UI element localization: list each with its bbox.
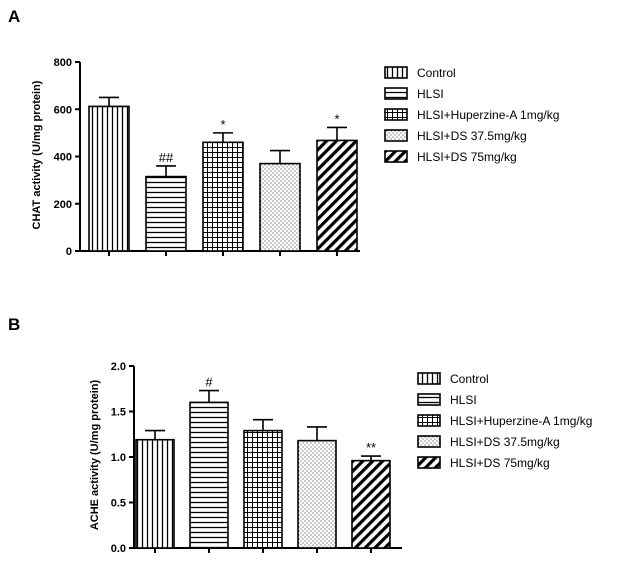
panel-a-y-tick-label: 200 (54, 199, 72, 211)
panel-b: B ACHE activity (U/mg protein) 0.0 0.5 1.0… (8, 315, 592, 555)
panel-a: A CHAT activity (U/mg protein) 0 200 400 60… (8, 7, 559, 258)
panel-b-plot: 0.0 0.5 1.0 1.5 2.0 # ** (111, 361, 402, 555)
panel-a-legend-swatch-4 (384, 129, 408, 142)
panel-a-legend-swatch-1 (384, 66, 408, 79)
panel-b-bar-3 (243, 429, 283, 549)
panel-a-legend-swatch-5 (384, 150, 408, 163)
panel-a-significance-5: * (334, 111, 339, 126)
panel-a-y-tick-label: 400 (54, 152, 72, 164)
panel-a-y-axis-title: CHAT activity (U/mg protein) (31, 80, 43, 229)
panel-b-y-tick-label: 0.5 (111, 498, 126, 510)
panel-b-legend-swatch-5 (417, 456, 441, 469)
panel-a-y-tick-label: 0 (66, 246, 72, 258)
panel-a-bar-5 (316, 139, 358, 252)
panel-b-y-axis-title: ACHE activity (U/mg protein) (89, 379, 101, 530)
panel-a-bar-2 (145, 175, 187, 252)
panel-a-legend-label-2: HLSI (417, 87, 444, 101)
panel-a-plot: 0 200 400 600 800 ## * * (54, 57, 360, 258)
panel-b-significance-2: # (205, 375, 213, 390)
panel-b-legend-label-4: HLSI+DS 37.5mg/kg (450, 435, 560, 449)
panel-b-legend-label-1: Control (450, 372, 489, 386)
panel-a-bar-3 (202, 141, 244, 252)
panel-b-bar-5 (351, 459, 391, 549)
panel-a-bar-1 (88, 105, 130, 252)
panel-a-legend-label-3: HLSI+Huperzine-A 1mg/kg (417, 108, 559, 122)
panel-a-legend-swatch-2 (384, 87, 408, 100)
panel-b-y-tick-label: 2.0 (111, 361, 126, 373)
panel-a-y-tick-label: 800 (54, 57, 72, 69)
panel-a-legend: Control HLSI HLSI+Huperzine-A 1mg/kg HLSI+D… (384, 66, 559, 164)
panel-b-bar-1 (135, 438, 175, 549)
panel-b-y-tick-label: 1.5 (111, 407, 126, 419)
panel-a-significance-3: * (220, 117, 225, 132)
panel-b-legend-label-3: HLSI+Huperzine-A 1mg/kg (450, 414, 592, 428)
panel-a-legend-label-4: HLSI+DS 37.5mg/kg (417, 129, 527, 143)
panel-b-legend-swatch-4 (417, 435, 441, 448)
panel-b-bar-2 (189, 401, 229, 549)
panel-a-legend-label-5: HLSI+DS 75mg/kg (417, 150, 517, 164)
panel-b-legend-swatch-3 (417, 414, 441, 427)
panel-a-y-tick-label: 600 (54, 104, 72, 116)
panel-a-legend-swatch-3 (384, 108, 408, 121)
panel-b-label: B (8, 315, 20, 334)
panel-b-y-tick-label: 0.0 (111, 543, 126, 555)
panel-b-y-tick-label: 1.0 (111, 452, 126, 464)
panel-b-legend-swatch-2 (417, 393, 441, 406)
panel-b-legend: Control HLSI HLSI+Huperzine-A 1mg/kg HLSI+D… (417, 372, 592, 470)
panel-a-label: A (8, 7, 20, 26)
panel-b-legend-label-5: HLSI+DS 75mg/kg (450, 456, 550, 470)
panel-b-legend-swatch-1 (417, 372, 441, 385)
panel-a-legend-label-1: Control (417, 66, 456, 80)
panel-b-legend-label-2: HLSI (450, 393, 477, 407)
panel-a-significance-2: ## (159, 150, 174, 165)
panel-a-bar-4 (259, 162, 301, 252)
panel-b-bar-4 (297, 439, 337, 549)
panel-b-significance-5: ** (366, 440, 376, 455)
